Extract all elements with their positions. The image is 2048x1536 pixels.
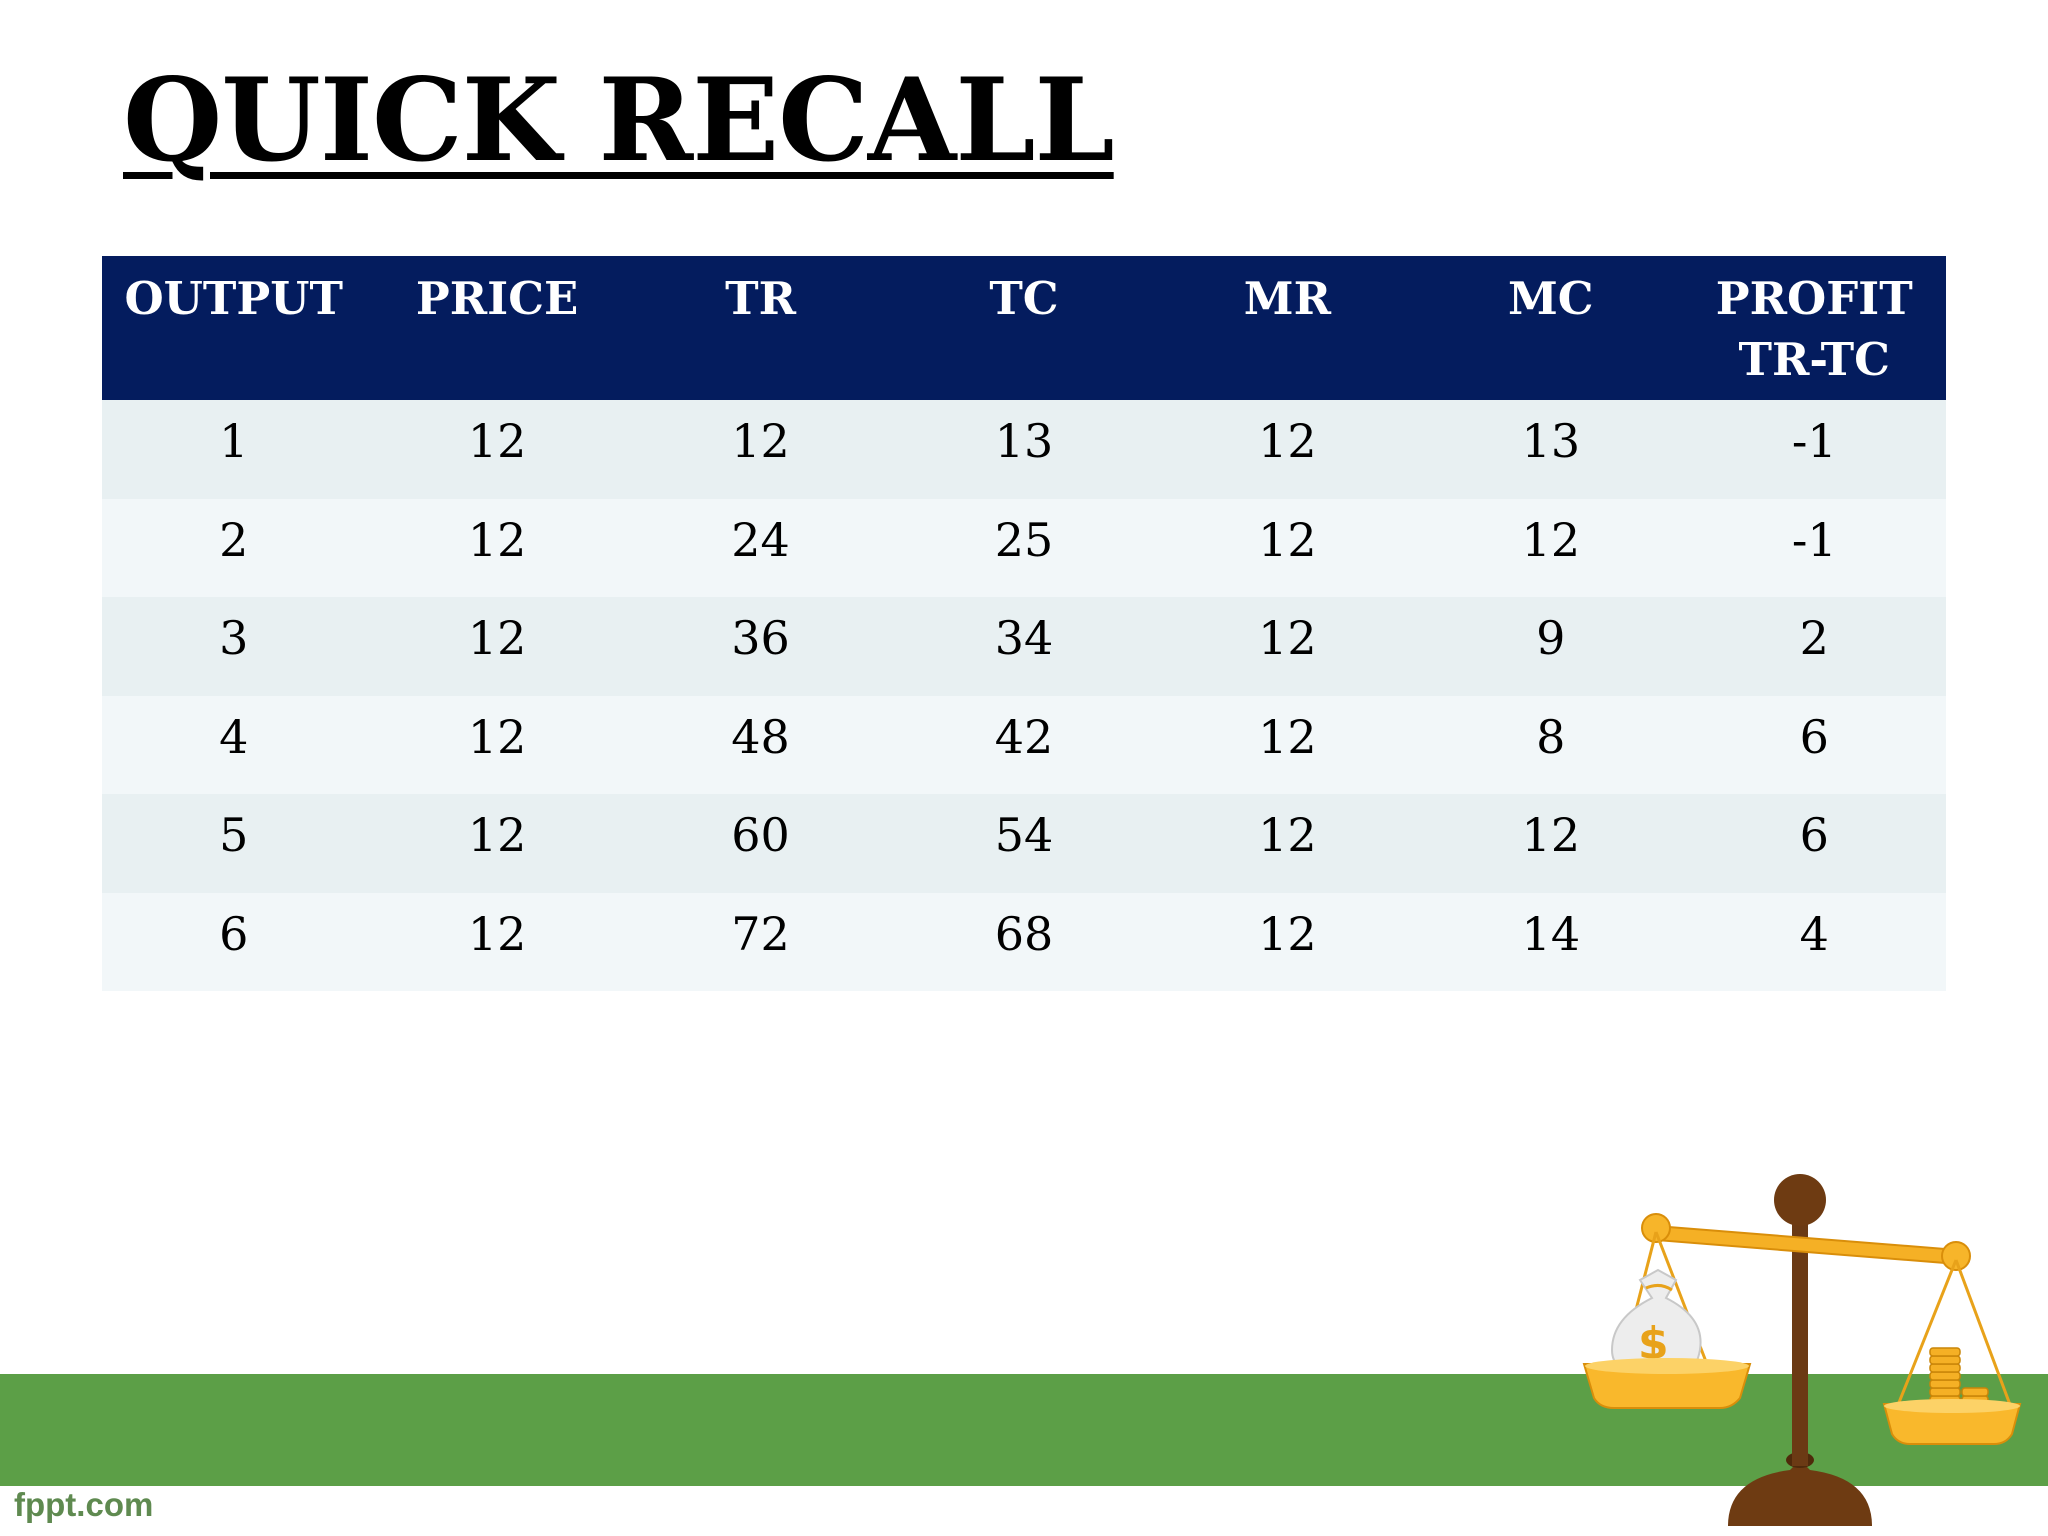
cell-tr: 60: [731, 808, 790, 862]
cell-tc: 13: [994, 414, 1054, 468]
cell-mc: 14: [1521, 906, 1581, 961]
cell-mr: 12: [1258, 414, 1317, 468]
cell-price: 12: [467, 906, 527, 961]
cell-mc: 12: [1521, 512, 1581, 567]
footer-brand: fppt.com: [14, 1486, 154, 1523]
data-table: OUTPUT PRICE TR TC MR MC PROFIT TR-TC 1 …: [102, 256, 1946, 991]
cell-tr: 48: [731, 709, 790, 764]
cell-profit: 6: [1799, 808, 1829, 862]
cell-tr: 24: [731, 512, 790, 567]
cell-profit: 2: [1799, 611, 1829, 665]
cell-mc: 9: [1536, 611, 1566, 665]
cell-profit: -1: [1791, 512, 1837, 567]
table-row: 5 12 60 54 12 12 6: [102, 794, 1946, 893]
cell-mc: 8: [1536, 709, 1566, 764]
cell-tc: 68: [994, 906, 1054, 961]
cell-tr: 72: [731, 906, 790, 961]
cell-mr: 12: [1258, 709, 1317, 764]
cell-profit: 6: [1799, 709, 1829, 764]
table-row: 6 12 72 68 12 14 4: [102, 892, 1946, 991]
table-row: 4 12 48 42 12 8 6: [102, 695, 1946, 794]
header-output: OUTPUT: [124, 272, 343, 325]
balance-scale-icon: $: [1582, 1174, 2022, 1526]
cell-price: 12: [467, 808, 527, 862]
cell-tc: 34: [994, 611, 1054, 665]
header-tr: TR: [725, 272, 796, 325]
cell-output: 3: [219, 611, 249, 665]
cell-output: 5: [219, 808, 249, 862]
cell-price: 12: [467, 414, 527, 468]
header-tc: TC: [989, 272, 1059, 325]
cell-mr: 12: [1258, 611, 1317, 665]
cell-price: 12: [467, 512, 527, 567]
cell-output: 4: [219, 709, 249, 764]
header-profit: PROFIT TR-TC: [1715, 272, 1913, 386]
cell-output: 6: [219, 906, 249, 961]
cell-profit: 4: [1799, 906, 1829, 961]
cell-profit: -1: [1791, 414, 1837, 468]
table-header-row: OUTPUT PRICE TR TC MR MC PROFIT TR-TC: [102, 256, 1946, 400]
header-price: PRICE: [415, 272, 579, 325]
cell-mr: 12: [1258, 512, 1317, 567]
table-row: 1 12 12 13 12 13 -1: [102, 400, 1946, 499]
header-mr: MR: [1243, 272, 1331, 325]
table-row: 2 12 24 25 12 12 -1: [102, 498, 1946, 597]
cell-tc: 54: [994, 808, 1054, 862]
cell-mc: 12: [1521, 808, 1581, 862]
cell-price: 12: [467, 709, 527, 764]
cell-mr: 12: [1258, 906, 1317, 961]
cell-tr: 12: [731, 414, 790, 468]
table-row: 3 12 36 34 12 9 2: [102, 597, 1946, 696]
cell-mc: 13: [1521, 414, 1581, 468]
cell-mr: 12: [1258, 808, 1317, 862]
cell-tc: 42: [994, 709, 1054, 764]
cell-output: 2: [219, 512, 249, 567]
cell-tc: 25: [994, 512, 1054, 567]
cell-output: 1: [219, 414, 249, 468]
cell-tr: 36: [731, 611, 790, 665]
page-title: QUICK RECALL: [123, 53, 1115, 187]
cell-price: 12: [467, 611, 527, 665]
header-mc: MC: [1508, 272, 1594, 325]
